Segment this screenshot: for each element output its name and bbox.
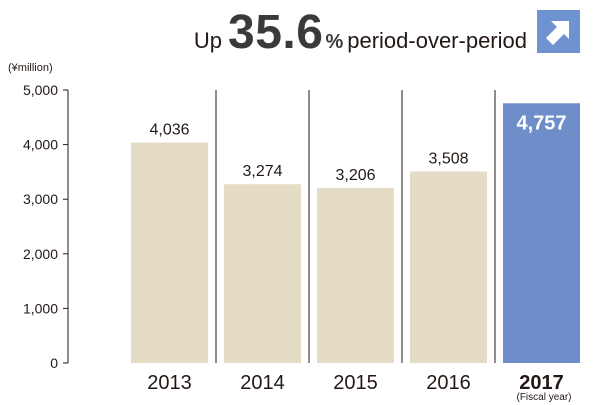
headline-text: Up 35.6 % period-over-period bbox=[0, 0, 527, 66]
bar bbox=[131, 142, 208, 363]
data-label: 3,274 bbox=[242, 163, 282, 180]
bar-highlight bbox=[503, 103, 580, 364]
arrow-up-right-icon bbox=[537, 10, 580, 53]
x-axis-unit-label: (Fiscal year) bbox=[516, 392, 572, 403]
data-label: 4,036 bbox=[149, 122, 189, 139]
x-tick-label: 2014 bbox=[240, 372, 285, 394]
y-tick-label: 2,000 bbox=[23, 246, 58, 262]
headline-prefix: Up bbox=[193, 28, 223, 53]
x-tick-label: 2017 bbox=[519, 372, 564, 394]
bar bbox=[224, 184, 301, 363]
x-tick-label: 2016 bbox=[426, 372, 471, 394]
y-tick-label: 1,000 bbox=[23, 300, 58, 316]
data-label: 3,508 bbox=[428, 150, 468, 167]
x-tick-label: 2015 bbox=[333, 372, 378, 394]
data-label: 4,757 bbox=[516, 112, 566, 134]
y-axis-unit-label: (¥million) bbox=[8, 62, 53, 74]
headline-percent-sign: % bbox=[325, 31, 344, 53]
y-tick-label: 0 bbox=[50, 355, 58, 371]
bar bbox=[317, 187, 394, 363]
data-label: 3,206 bbox=[335, 167, 375, 184]
y-tick-label: 5,000 bbox=[23, 82, 58, 98]
y-tick-label: 3,000 bbox=[23, 191, 58, 207]
x-tick-label: 2013 bbox=[147, 372, 192, 394]
y-tick-label: 4,000 bbox=[23, 137, 58, 153]
bar bbox=[410, 171, 487, 363]
headline-growth-number: 35.6 bbox=[228, 6, 324, 59]
headline-suffix: period-over-period bbox=[347, 28, 527, 53]
headline: Up 35.6 % period-over-period bbox=[0, 0, 593, 66]
